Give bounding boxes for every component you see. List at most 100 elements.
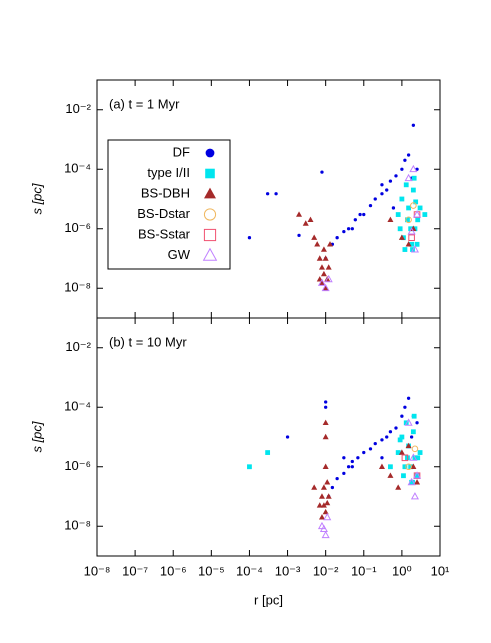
- point: [247, 236, 252, 240]
- point: [324, 400, 328, 404]
- point: [285, 435, 290, 439]
- legend-label: BS-Sstar: [138, 226, 191, 241]
- point: [324, 499, 331, 506]
- point: [409, 453, 418, 461]
- point: [394, 426, 398, 430]
- point: [362, 212, 366, 217]
- point: [318, 279, 325, 286]
- point: [402, 247, 408, 252]
- point: [342, 471, 346, 475]
- x-tick-label: 10⁻⁴: [236, 563, 263, 578]
- point: [395, 212, 401, 217]
- point: [402, 464, 408, 470]
- point: [321, 530, 330, 539]
- y-tick-label: 10⁻⁶: [64, 458, 91, 473]
- point: [410, 202, 417, 209]
- point: [400, 167, 404, 171]
- point: [324, 405, 328, 409]
- point: [350, 465, 354, 469]
- point: [322, 508, 329, 515]
- point: [373, 441, 377, 446]
- point: [414, 479, 421, 485]
- point: [403, 182, 409, 188]
- point: [314, 241, 321, 247]
- point: [394, 174, 398, 178]
- point: [401, 454, 409, 462]
- point: [317, 278, 327, 286]
- point: [311, 234, 318, 240]
- point: [335, 236, 339, 240]
- point: [401, 473, 406, 479]
- point: [408, 234, 415, 242]
- point: [417, 450, 423, 455]
- legend-label: type I/II: [147, 165, 190, 180]
- point: [335, 476, 339, 481]
- point: [358, 212, 362, 217]
- point: [405, 463, 412, 471]
- y-tick-label: 10⁻²: [65, 339, 91, 354]
- point: [320, 484, 327, 490]
- point: [368, 447, 373, 451]
- y-tick-label: 10⁻⁴: [64, 161, 91, 176]
- point: [404, 418, 413, 426]
- point: [380, 192, 384, 196]
- point: [417, 205, 423, 211]
- point: [320, 502, 327, 508]
- point: [296, 211, 303, 217]
- point: [408, 226, 414, 232]
- point: [385, 188, 389, 192]
- point: [204, 187, 216, 199]
- point: [410, 429, 416, 435]
- point: [327, 241, 334, 247]
- point: [322, 285, 329, 291]
- y-tick-label: 10⁻⁸: [64, 280, 91, 295]
- point: [410, 187, 416, 193]
- point: [410, 492, 419, 500]
- point: [322, 463, 329, 469]
- point: [356, 456, 360, 460]
- point: [318, 264, 325, 270]
- point: [405, 241, 412, 247]
- point: [320, 246, 327, 252]
- point: [320, 170, 324, 174]
- y-tick-label: 10⁻⁸: [64, 518, 91, 533]
- point: [399, 196, 405, 202]
- point: [387, 216, 394, 222]
- point: [380, 438, 384, 442]
- point: [203, 208, 217, 221]
- point: [387, 472, 394, 478]
- legend-box: [107, 139, 231, 270]
- point: [316, 502, 323, 508]
- point: [413, 210, 422, 218]
- point: [397, 226, 403, 232]
- point: [316, 255, 323, 261]
- point: [399, 434, 405, 440]
- point: [311, 484, 318, 490]
- point: [380, 183, 384, 187]
- x-tick-label: 10⁻²: [313, 563, 339, 578]
- point: [415, 217, 421, 223]
- point: [403, 405, 407, 409]
- point: [378, 463, 385, 469]
- point: [415, 421, 419, 425]
- point: [408, 464, 414, 470]
- point: [411, 175, 417, 181]
- point: [202, 247, 218, 261]
- point: [407, 477, 416, 486]
- point: [380, 456, 384, 460]
- point: [205, 148, 215, 158]
- legend-label: GW: [168, 247, 191, 262]
- point: [398, 449, 405, 455]
- point: [368, 203, 373, 208]
- point: [321, 283, 330, 292]
- point: [405, 442, 412, 449]
- point: [318, 493, 325, 499]
- point: [410, 479, 415, 485]
- panel-annotation: (a) t = 1 Myr: [109, 96, 180, 111]
- point: [350, 227, 354, 231]
- x-axis-label: r [pc]: [254, 592, 283, 607]
- y-axis-label: s [pc]: [29, 421, 44, 452]
- point: [319, 524, 328, 533]
- point: [407, 227, 416, 235]
